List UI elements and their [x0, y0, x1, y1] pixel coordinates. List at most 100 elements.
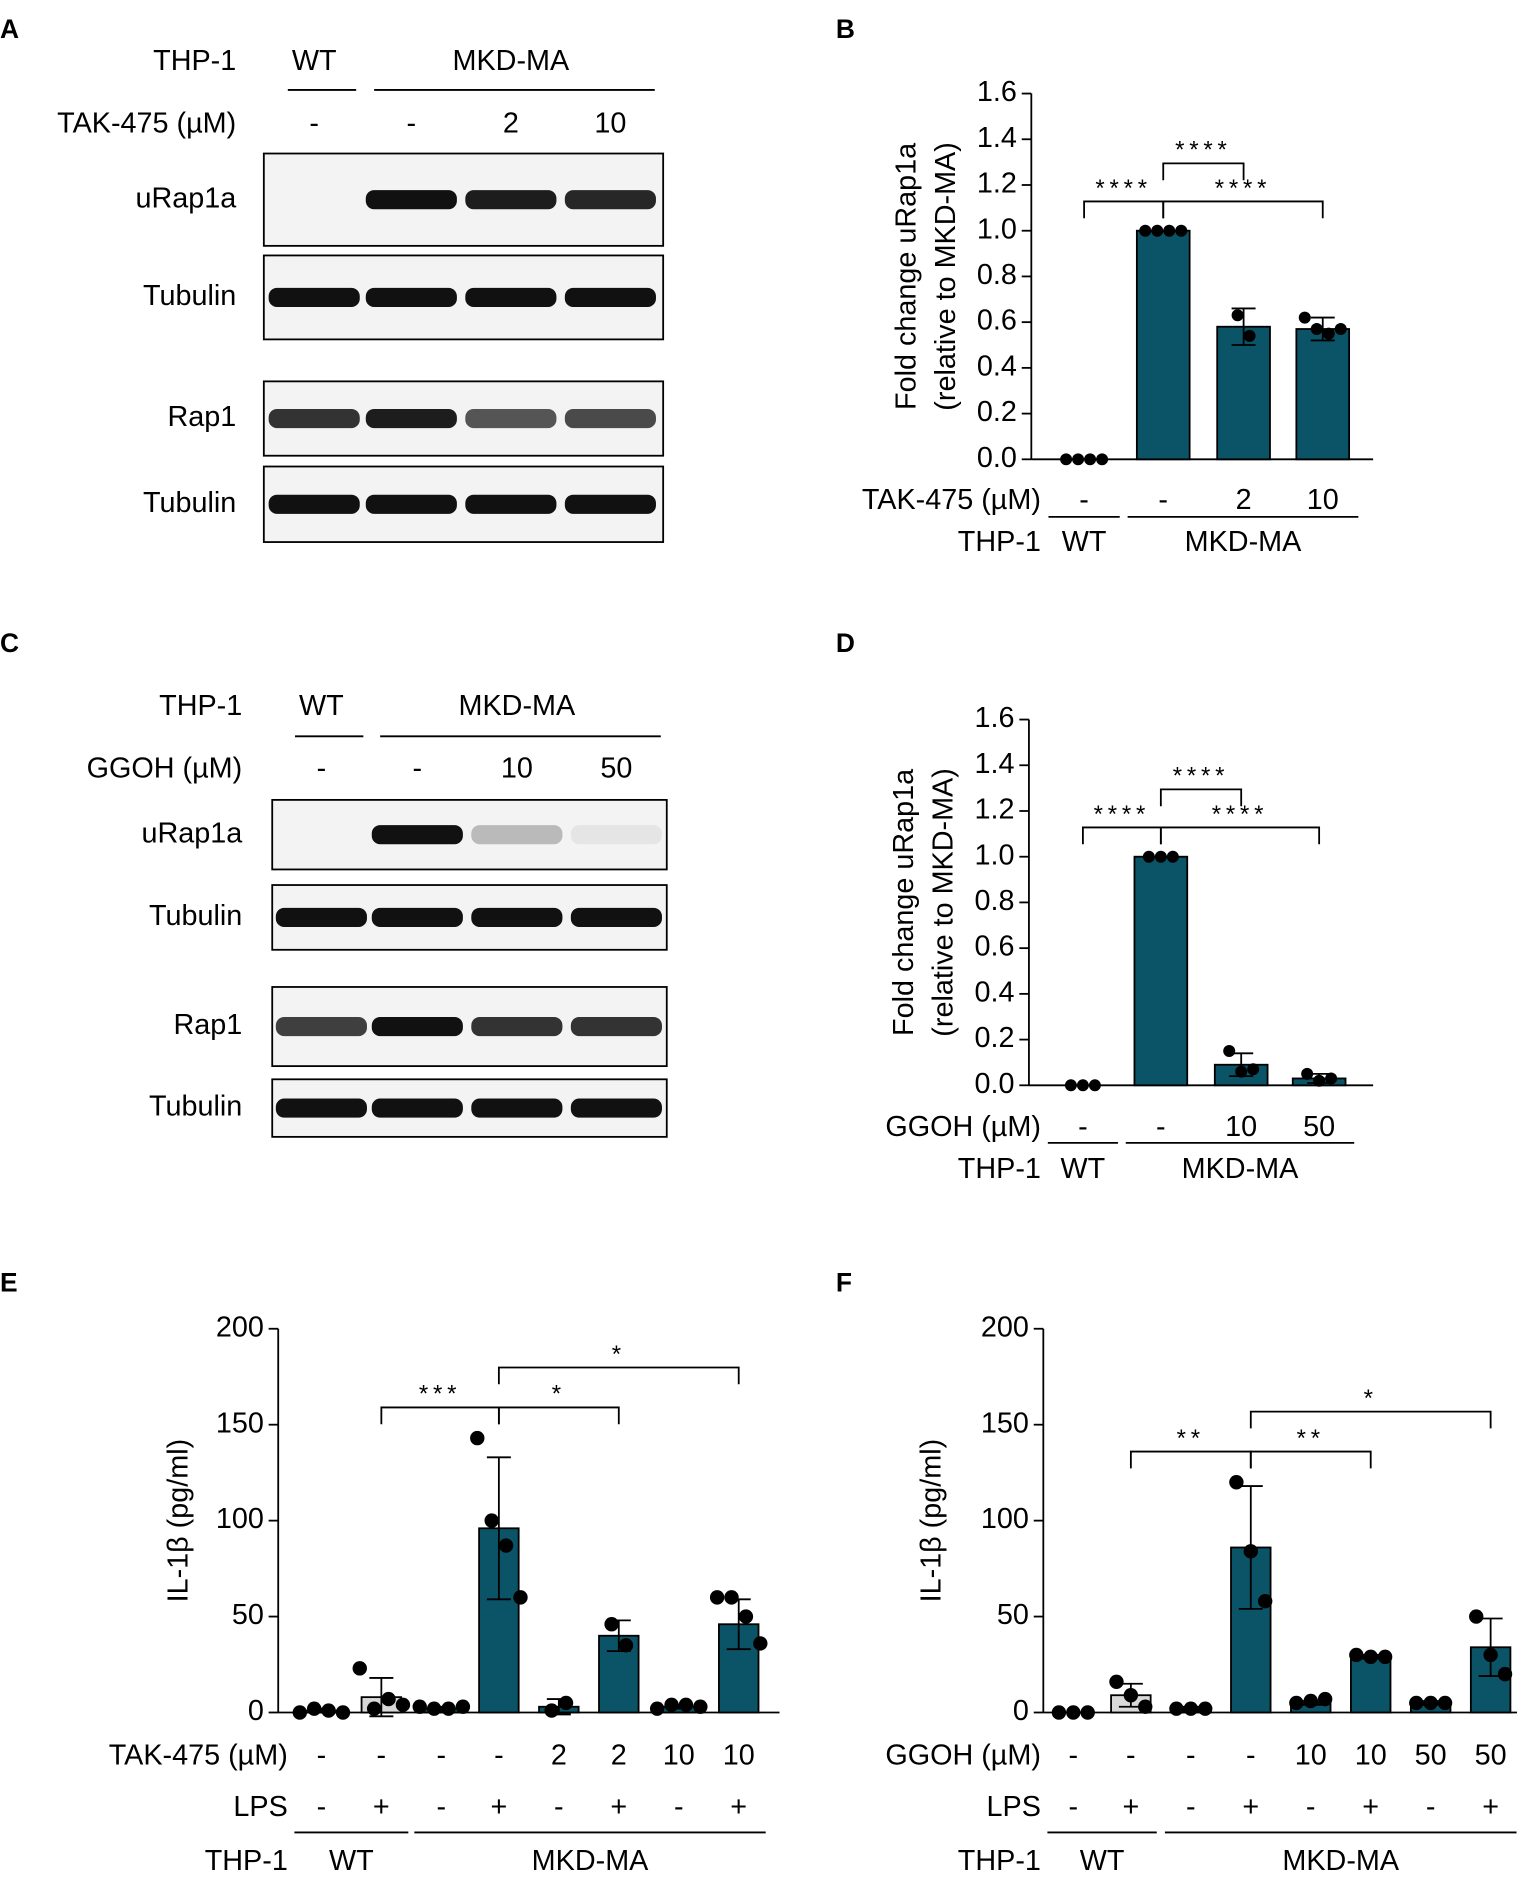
- data-point: [366, 1701, 382, 1716]
- data-point: [1064, 1079, 1077, 1092]
- blot-band: [268, 494, 360, 514]
- blot-band: [275, 907, 367, 928]
- data-point: [1325, 1072, 1338, 1085]
- data-point: [1317, 1691, 1333, 1707]
- row-value: -: [377, 1739, 387, 1771]
- treatment-value: 50: [600, 753, 632, 785]
- blot-band: [268, 408, 360, 429]
- treatment-value: 10: [501, 753, 533, 785]
- y-tick-label: 0.8: [977, 259, 1017, 291]
- data-point: [1088, 1079, 1101, 1092]
- row-label: GGOH (µM): [885, 1739, 1041, 1771]
- blot-band: [465, 287, 557, 308]
- row-value: +: [610, 1791, 627, 1823]
- data-point: [1310, 323, 1323, 336]
- blot-band: [564, 190, 656, 210]
- data-point: [1066, 1705, 1081, 1720]
- blot-band: [371, 1098, 463, 1118]
- y-tick-label: 1.2: [977, 168, 1017, 200]
- data-point: [1231, 309, 1244, 322]
- blot-row-label: Rap1: [167, 401, 236, 433]
- group-name: MKD-MA: [1282, 1845, 1399, 1877]
- row-value: -: [437, 1739, 447, 1771]
- row-value: -: [317, 1791, 327, 1823]
- data-point: [1243, 329, 1256, 342]
- significance-bracket: [1083, 200, 1165, 219]
- y-tick-label: 1.6: [975, 702, 1015, 734]
- y-tick-label: 0.0: [977, 442, 1017, 474]
- data-point: [441, 1701, 456, 1716]
- group-label: THP-1: [958, 1153, 1041, 1185]
- y-axis-label: Fold change uRap1a: [888, 769, 920, 1036]
- group-name: WT: [1061, 1153, 1106, 1185]
- blot-row-label: Tubulin: [149, 900, 242, 932]
- bar: [1295, 328, 1351, 461]
- row-value: -: [1079, 484, 1089, 516]
- data-point: [1175, 224, 1188, 237]
- data-point: [1363, 1649, 1378, 1665]
- data-point: [1072, 453, 1085, 466]
- error-bar: [369, 1677, 394, 1718]
- significance-label: ****: [1175, 137, 1232, 164]
- blot-band: [564, 287, 656, 308]
- data-point: [1437, 1695, 1453, 1711]
- row-value: -: [1069, 1739, 1079, 1771]
- blot-panel: [271, 798, 668, 871]
- data-point: [1257, 1594, 1273, 1609]
- blot-band: [275, 1098, 367, 1118]
- data-point: [1423, 1695, 1438, 1711]
- row-value: -: [1186, 1791, 1196, 1823]
- group-label: THP-1: [958, 1845, 1041, 1877]
- y-tick-label: 1.6: [977, 76, 1017, 108]
- data-point: [1409, 1695, 1424, 1711]
- error-bar: [486, 1456, 511, 1601]
- data-point: [724, 1590, 739, 1605]
- y-tick-label: 0.8: [975, 885, 1015, 917]
- data-point: [558, 1695, 574, 1711]
- bar: [1135, 229, 1191, 461]
- bar: [1133, 855, 1189, 1087]
- row-value: -: [1158, 484, 1168, 516]
- group-name: MKD-MA: [1182, 1153, 1299, 1185]
- group-name: WT: [1062, 526, 1107, 558]
- row-value: +: [1362, 1791, 1379, 1823]
- blot-band: [465, 190, 557, 210]
- blot-band: [465, 408, 557, 429]
- row-value: 10: [1295, 1739, 1327, 1771]
- data-point: [618, 1638, 634, 1653]
- y-tick-label: 100: [981, 1503, 1029, 1535]
- group-name: WT: [329, 1845, 374, 1877]
- row-value: +: [730, 1791, 747, 1823]
- y-tick-label: 0: [248, 1695, 264, 1727]
- y-axis-label: Fold change uRap1a: [890, 143, 922, 410]
- row-value: -: [1426, 1791, 1436, 1823]
- group-label: THP-1: [159, 690, 242, 722]
- data-point: [1247, 1063, 1260, 1076]
- data-point: [455, 1699, 471, 1714]
- error-bar: [1231, 307, 1256, 346]
- data-point: [1334, 323, 1347, 336]
- significance-bracket: [497, 1406, 620, 1425]
- panel-letter: C: [0, 628, 19, 658]
- y-axis-label: IL-1β (pg/ml): [162, 1439, 194, 1603]
- y-tick-label: 0.6: [977, 305, 1017, 337]
- row-value: 10: [1307, 484, 1339, 516]
- panel-letter: F: [836, 1267, 852, 1297]
- group-name: MKD-MA: [459, 690, 576, 722]
- data-point: [1301, 1067, 1314, 1080]
- row-value: 50: [1303, 1111, 1335, 1143]
- significance-bracket: [1159, 788, 1243, 807]
- group-name: MKD-MA: [532, 1845, 649, 1877]
- blot-band: [371, 825, 463, 845]
- y-tick-label: 0.0: [975, 1068, 1015, 1100]
- data-point: [1223, 1045, 1236, 1058]
- significance-bracket: [1249, 1450, 1372, 1469]
- treatment-value: 2: [503, 107, 519, 139]
- data-point: [1109, 1674, 1124, 1689]
- y-tick-label: 100: [216, 1503, 264, 1535]
- row-value: -: [1246, 1739, 1256, 1771]
- row-value: -: [674, 1791, 684, 1823]
- significance-bracket: [1159, 826, 1321, 845]
- significance-bracket: [1129, 1450, 1252, 1469]
